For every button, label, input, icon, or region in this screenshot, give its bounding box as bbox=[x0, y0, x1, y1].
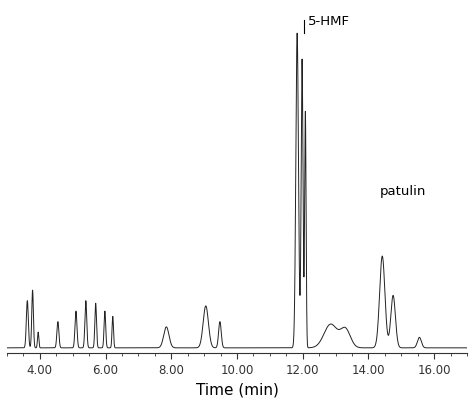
Text: patulin: patulin bbox=[380, 185, 426, 198]
Text: 5-HMF: 5-HMF bbox=[308, 15, 350, 28]
X-axis label: Time (min): Time (min) bbox=[196, 382, 278, 397]
